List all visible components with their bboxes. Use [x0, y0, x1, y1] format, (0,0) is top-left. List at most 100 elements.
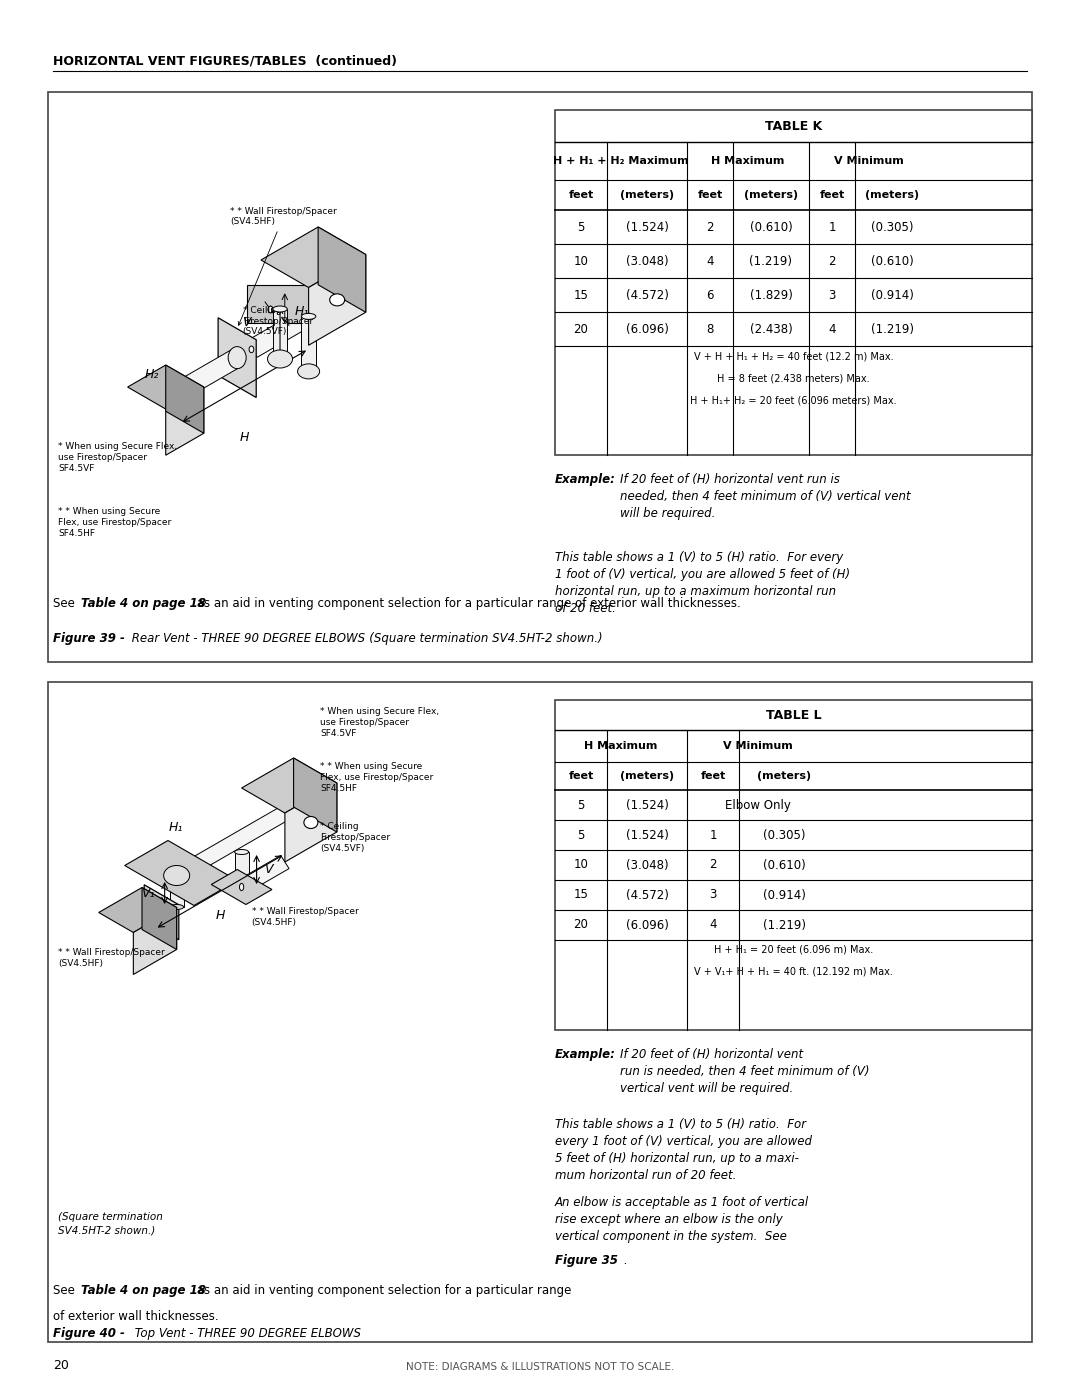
Text: Elbow Only: Elbow Only: [725, 799, 791, 812]
Text: V + H + H₁ + H₂ = 40 feet (12.2 m) Max.: V + H + H₁ + H₂ = 40 feet (12.2 m) Max.: [693, 351, 893, 360]
Polygon shape: [218, 317, 256, 398]
Text: (1.524): (1.524): [625, 221, 669, 233]
Polygon shape: [246, 285, 313, 323]
Text: H = 8 feet (2.438 meters) Max.: H = 8 feet (2.438 meters) Max.: [717, 373, 869, 383]
Text: 20: 20: [573, 323, 589, 335]
Text: H₁: H₁: [295, 305, 309, 319]
Text: This table shows a 1 (V) to 5 (H) ratio.  For
every 1 foot of (V) vertical, you : This table shows a 1 (V) to 5 (H) ratio.…: [555, 1118, 812, 1182]
Ellipse shape: [273, 306, 287, 312]
Text: 2: 2: [828, 254, 836, 267]
Ellipse shape: [234, 849, 248, 855]
Polygon shape: [170, 879, 184, 907]
Polygon shape: [261, 226, 366, 288]
Polygon shape: [141, 887, 177, 950]
Bar: [48, 92, 1032, 662]
Text: Example:: Example:: [555, 1048, 616, 1060]
Ellipse shape: [170, 904, 184, 909]
Text: (Square termination SV4.5HT-2 shown.): (Square termination SV4.5HT-2 shown.): [357, 631, 603, 645]
Ellipse shape: [175, 872, 179, 879]
Text: 10: 10: [573, 254, 589, 267]
Text: 6: 6: [706, 289, 714, 302]
Text: Figure 35: Figure 35: [555, 1255, 618, 1267]
Text: Table 4 on page 18: Table 4 on page 18: [81, 1284, 206, 1296]
Text: (0.610): (0.610): [762, 859, 806, 872]
Text: (3.048): (3.048): [625, 859, 669, 872]
Text: Table 4 on page 18: Table 4 on page 18: [81, 597, 206, 610]
Polygon shape: [212, 869, 272, 904]
Text: * When using Secure Flex,
use Firestop/Spacer
SF4.5VF: * When using Secure Flex, use Firestop/S…: [320, 707, 440, 738]
Text: NOTE: DIAGRAMS & ILLUSTRATIONS NOT TO SCALE.: NOTE: DIAGRAMS & ILLUSTRATIONS NOT TO SC…: [406, 1362, 674, 1372]
Text: 3: 3: [828, 289, 836, 302]
Polygon shape: [165, 365, 204, 433]
Bar: [273, 309, 287, 359]
Bar: [555, 700, 1032, 1030]
Ellipse shape: [228, 346, 246, 369]
Bar: [301, 316, 315, 372]
Text: (0.610): (0.610): [750, 221, 793, 233]
Text: feet: feet: [820, 190, 845, 200]
Text: 15: 15: [573, 289, 589, 302]
Text: V₁: V₁: [141, 887, 154, 900]
Text: 10: 10: [573, 859, 589, 872]
Ellipse shape: [301, 313, 315, 320]
Text: (1.829): (1.829): [750, 289, 793, 302]
Text: * * When using Secure
Flex, use Firestop/Spacer
SF4.5HF: * * When using Secure Flex, use Firestop…: [58, 507, 172, 538]
Polygon shape: [133, 908, 177, 975]
Text: TABLE K: TABLE K: [765, 120, 822, 133]
Text: If 20 feet of (H) horizontal vent
run is needed, then 4 feet minimum of (V)
vert: If 20 feet of (H) horizontal vent run is…: [620, 1048, 869, 1095]
Ellipse shape: [240, 883, 244, 891]
Text: * * Wall Firestop/Spacer
(SV4.5HF): * * Wall Firestop/Spacer (SV4.5HF): [230, 207, 337, 326]
Polygon shape: [165, 387, 204, 455]
Text: V: V: [264, 863, 272, 876]
Text: feet: feet: [568, 771, 594, 781]
Text: 8: 8: [706, 323, 714, 335]
Text: H: H: [215, 909, 225, 922]
Text: * Ceiling
Firestop/Spacer
(SV4.5VF): * Ceiling Firestop/Spacer (SV4.5VF): [243, 306, 313, 337]
Polygon shape: [294, 759, 337, 833]
Text: V + V₁+ H + H₁ = 40 ft. (12.192 m) Max.: V + V₁+ H + H₁ = 40 ft. (12.192 m) Max.: [694, 967, 893, 977]
Ellipse shape: [298, 363, 320, 379]
Text: H Maximum: H Maximum: [584, 740, 658, 752]
Ellipse shape: [234, 355, 240, 360]
Text: HORIZONTAL VENT FIGURES/TABLES  (continued): HORIZONTAL VENT FIGURES/TABLES (continue…: [53, 54, 397, 67]
Text: * Ceiling
Firestop/Spacer
(SV4.5VF): * Ceiling Firestop/Spacer (SV4.5VF): [320, 821, 390, 854]
Ellipse shape: [177, 387, 183, 394]
Text: 15: 15: [573, 888, 589, 901]
Text: (meters): (meters): [757, 771, 811, 781]
Text: (meters): (meters): [620, 771, 674, 781]
Polygon shape: [124, 841, 238, 905]
Text: feet: feet: [700, 771, 726, 781]
Text: 2: 2: [706, 221, 714, 233]
Ellipse shape: [268, 306, 273, 313]
Text: Figure 40 -: Figure 40 -: [53, 1327, 125, 1340]
Text: Example:: Example:: [555, 474, 616, 486]
Text: as an aid in venting component selection for a particular range of exterior wall: as an aid in venting component selection…: [193, 597, 741, 610]
Text: Rear Vent - THREE 90 DEGREE ELBOWS: Rear Vent - THREE 90 DEGREE ELBOWS: [129, 631, 365, 645]
Text: 1: 1: [710, 828, 717, 841]
Text: (0.610): (0.610): [870, 254, 914, 267]
Text: H: H: [240, 432, 249, 444]
Bar: [48, 682, 1032, 1343]
Text: as an aid in venting component selection for a particular range: as an aid in venting component selection…: [193, 1284, 571, 1296]
Polygon shape: [173, 806, 289, 882]
Text: (6.096): (6.096): [625, 323, 669, 335]
Polygon shape: [234, 852, 248, 887]
Text: An elbow is acceptable as 1 foot of vertical
rise except where an elbow is the o: An elbow is acceptable as 1 foot of vert…: [555, 1196, 809, 1243]
Text: If 20 feet of (H) horizontal vent run is
needed, then 4 feet minimum of (V) vert: If 20 feet of (H) horizontal vent run is…: [620, 474, 910, 520]
Text: 4: 4: [710, 918, 717, 932]
Text: (0.914): (0.914): [870, 289, 914, 302]
Text: (3.048): (3.048): [625, 254, 669, 267]
Text: * * Wall Firestop/Spacer
(SV4.5HF): * * Wall Firestop/Spacer (SV4.5HF): [252, 907, 359, 928]
Text: (1.219): (1.219): [762, 918, 806, 932]
Text: feet: feet: [698, 190, 723, 200]
Text: * * When using Secure
Flex, use Firestop/Spacer
SF4.5HF: * * When using Secure Flex, use Firestop…: [320, 761, 433, 793]
Polygon shape: [265, 302, 276, 317]
Polygon shape: [174, 349, 243, 398]
Text: 5: 5: [578, 221, 584, 233]
Text: 2: 2: [710, 859, 717, 872]
Text: of exterior wall thicknesses.: of exterior wall thicknesses.: [53, 1310, 218, 1323]
Text: (1.219): (1.219): [870, 323, 914, 335]
Text: V Minimum: V Minimum: [834, 156, 904, 166]
Text: * When using Secure Flex,
use Firestop/Spacer
SF4.5VF: * When using Secure Flex, use Firestop/S…: [58, 441, 177, 474]
Ellipse shape: [307, 313, 311, 320]
